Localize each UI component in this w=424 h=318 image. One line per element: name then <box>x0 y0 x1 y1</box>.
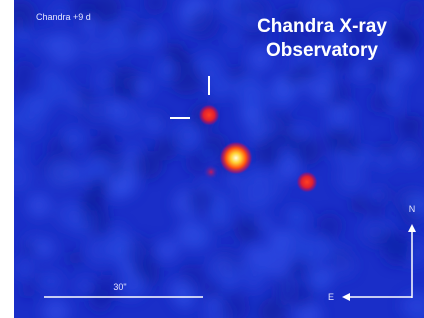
noise-blob <box>206 285 219 298</box>
faint-source <box>203 164 219 180</box>
noise-blob <box>291 263 305 277</box>
noise-blob <box>290 209 307 226</box>
noise-blob <box>353 64 369 80</box>
noise-blob <box>296 124 312 140</box>
noise-blob <box>350 197 367 214</box>
noise-blob <box>172 50 192 70</box>
noise-blob <box>4 140 26 162</box>
noise-blob <box>15 29 31 45</box>
noise-blob <box>47 33 79 65</box>
noise-blob <box>77 89 91 103</box>
noise-blob <box>367 199 386 218</box>
noise-blob <box>24 234 40 250</box>
noise-blob <box>308 270 330 292</box>
noise-blob <box>119 14 134 29</box>
noise-blob <box>75 277 93 295</box>
compass-east-label: E <box>328 292 334 302</box>
source <box>198 104 220 126</box>
noise-blob <box>389 57 414 82</box>
scale-bar-label: 30" <box>113 282 126 292</box>
bright-source <box>219 141 253 175</box>
noise-blob <box>259 216 271 228</box>
noise-blob <box>186 224 212 250</box>
noise-blob <box>81 33 108 60</box>
noise-blob <box>243 271 263 291</box>
noise-blob <box>43 76 72 105</box>
noise-blob <box>232 74 263 105</box>
noise-blob <box>125 274 146 295</box>
noise-blob <box>379 141 392 154</box>
noise-blob <box>106 176 130 200</box>
noise-blob <box>105 30 130 55</box>
noise-blob <box>277 158 299 180</box>
noise-blob <box>37 272 54 289</box>
noise-blob <box>21 285 35 299</box>
noise-blob <box>120 262 134 276</box>
noise-blob <box>34 34 53 53</box>
noise-blob <box>242 107 263 128</box>
noise-blob <box>362 221 385 244</box>
noise-blob <box>187 188 212 213</box>
noise-blob <box>390 99 403 112</box>
noise-blob <box>260 246 290 276</box>
noise-blob <box>208 206 231 229</box>
noise-blob <box>317 213 343 239</box>
chandra-image: Chandra +9 d Chandra X-ray Observatory 3… <box>0 0 424 318</box>
noise-blob <box>88 289 111 312</box>
page: Chandra +9 d Chandra X-ray Observatory 3… <box>0 0 424 318</box>
noise-blob <box>169 278 194 303</box>
noise-blob <box>189 9 219 39</box>
noise-blob <box>134 78 152 96</box>
noise-blob <box>404 0 424 20</box>
noise-blob <box>209 254 236 281</box>
noise-blob <box>273 280 297 304</box>
noise-blob <box>406 116 424 134</box>
noise-blob <box>81 188 103 210</box>
noise-blob <box>113 85 127 99</box>
noise-blob <box>399 145 419 165</box>
noise-blob <box>156 238 179 261</box>
noise-blob <box>336 162 366 192</box>
noise-blob <box>234 217 259 242</box>
noise-blob <box>305 235 333 263</box>
noise-blob <box>63 127 84 148</box>
noise-blob <box>5 0 35 29</box>
epoch-label: Chandra +9 d <box>36 12 91 22</box>
noise-blob <box>295 138 322 165</box>
noise-blob <box>255 139 281 165</box>
noise-blob <box>2 162 32 192</box>
noise-blob <box>309 76 334 101</box>
noise-blob <box>205 67 223 85</box>
noise-blob <box>26 193 51 218</box>
noise-blob <box>370 92 391 113</box>
noise-blob <box>46 158 76 188</box>
noise-blob <box>376 153 393 170</box>
compass-north-label: N <box>409 204 416 214</box>
title-line: Chandra X-ray <box>257 16 387 37</box>
title-line: Observatory <box>266 40 378 61</box>
noise-blob <box>145 114 164 133</box>
noise-blob <box>97 129 113 145</box>
noise-blob <box>126 141 141 156</box>
noise-blob <box>14 60 36 82</box>
noise-blob <box>261 115 282 136</box>
noise-blob <box>14 258 34 278</box>
noise-blob <box>181 129 195 143</box>
noise-blob <box>388 20 411 43</box>
noise-blob <box>331 253 356 278</box>
noise-blob <box>325 128 349 152</box>
noise-blob <box>134 151 163 180</box>
noise-blob <box>227 33 239 45</box>
noise-blob <box>68 251 82 265</box>
noise-blob <box>286 72 299 85</box>
noise-blob <box>105 235 132 262</box>
noise-blob <box>382 236 412 266</box>
noise-blob <box>20 95 49 124</box>
source <box>296 171 318 193</box>
noise-blob <box>136 25 162 51</box>
